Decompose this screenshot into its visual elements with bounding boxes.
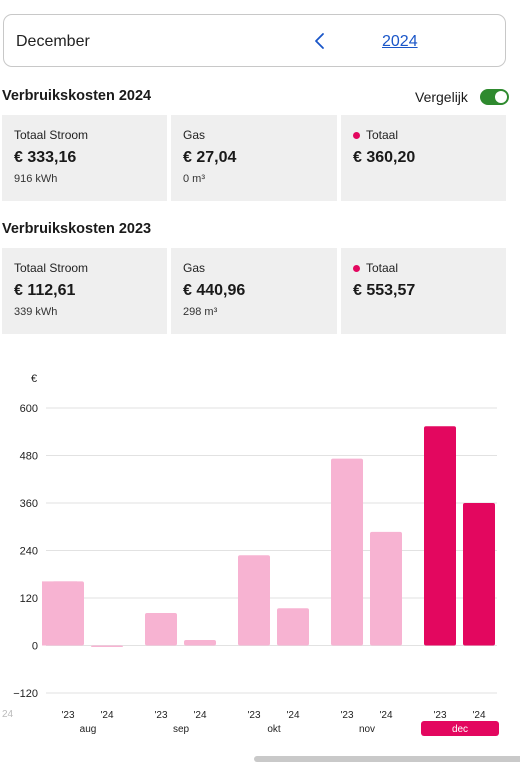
- month-label-aug: aug: [80, 724, 97, 735]
- tile-value: € 360,20: [353, 149, 416, 166]
- y-tick-label: −120: [13, 688, 38, 700]
- bar-2024-okt: [277, 608, 309, 646]
- tile-label: Totaal: [366, 128, 399, 142]
- period-year-link[interactable]: 2024: [382, 33, 418, 50]
- previous-costs-title: Verbruikskosten 2023: [2, 221, 152, 237]
- y-tick-label: 480: [20, 451, 38, 463]
- month-label-nov: nov: [359, 724, 375, 735]
- y-tick-label: 120: [20, 593, 38, 605]
- y-tick-label: 360: [20, 498, 38, 510]
- x-tick-label-23: '23: [247, 710, 260, 721]
- current-costs-title: Verbruikskosten 2024: [2, 88, 152, 104]
- x-tick-label-24: '24: [472, 710, 485, 721]
- bar-2023-sep: [145, 613, 177, 646]
- tile-previous-gas: Gas € 440,96 298 m³: [171, 248, 337, 334]
- total-dot-icon: [353, 131, 360, 139]
- x-tick-label-23: '23: [61, 710, 74, 721]
- x-tick-label-24: '24: [193, 710, 206, 721]
- chart-scrollbar: [30, 752, 520, 766]
- tile-label: Gas: [183, 128, 206, 142]
- month-label-sep: sep: [173, 724, 190, 735]
- x-tick-label-23: '23: [154, 710, 167, 721]
- tile-previous-electricity: Totaal Stroom € 112,61 339 kWh: [2, 248, 167, 334]
- tile-sub: 339 kWh: [14, 306, 58, 318]
- bar-2024-aug: [91, 645, 123, 647]
- bar-2023-nov: [331, 458, 363, 646]
- bar-2023-okt: [238, 555, 270, 646]
- tile-value: € 553,57: [353, 282, 416, 299]
- tile-sub: 0 m³: [183, 173, 205, 185]
- bar-2024-dec: [463, 503, 495, 646]
- y-tick-label: 240: [20, 546, 38, 558]
- period-selector: December 2024: [3, 14, 506, 67]
- tile-value: € 27,04: [183, 149, 237, 166]
- x-tick-label-23: '23: [433, 710, 446, 721]
- total-dot-icon: [353, 264, 360, 272]
- tile-value: € 112,61: [14, 282, 76, 299]
- bar-2023-dec: [424, 426, 456, 646]
- tile-current-total: Totaal € 360,20: [341, 115, 506, 201]
- x-tick-label-24: '24: [100, 710, 113, 721]
- tile-value: € 440,96: [183, 282, 246, 299]
- monthly-costs-chart: €−120012024036048060024'23'24aug'23'24se…: [2, 373, 499, 736]
- tile-label: Totaal: [366, 261, 399, 275]
- tile-label: Gas: [183, 261, 206, 275]
- tile-current-gas: Gas € 27,04 0 m³: [171, 115, 337, 201]
- y-tick-label: 0: [32, 641, 38, 653]
- bar-2024-sep: [184, 639, 216, 646]
- x-tick-label-partial: 24: [2, 709, 14, 720]
- y-axis-label: €: [31, 373, 37, 385]
- y-tick-label: 600: [20, 403, 38, 415]
- bar-2024-nov: [370, 531, 402, 646]
- tile-label: Totaal Stroom: [14, 128, 89, 142]
- month-label-okt: okt: [267, 724, 281, 735]
- tile-label: Totaal Stroom: [14, 261, 89, 275]
- previous-cost-tiles: Totaal Stroom € 112,61 339 kWh Gas € 440…: [2, 248, 506, 334]
- tile-sub: 916 kWh: [14, 173, 58, 185]
- compare-label: Vergelijk: [415, 89, 468, 105]
- x-tick-label-24: '24: [379, 710, 392, 721]
- bar-2023-aug: [52, 581, 84, 646]
- tile-current-electricity: Totaal Stroom € 333,16 916 kWh: [2, 115, 167, 201]
- chart-scrollbar-thumb[interactable]: [254, 756, 520, 762]
- toggle-knob: [495, 91, 507, 103]
- current-cost-tiles: Totaal Stroom € 333,16 916 kWh Gas € 27,…: [2, 115, 506, 201]
- tile-value: € 333,16: [14, 149, 77, 166]
- selected-month-pill: [421, 721, 499, 736]
- tile-sub: 298 m³: [183, 306, 218, 318]
- period-month[interactable]: December: [16, 33, 90, 50]
- x-tick-label-24: '24: [286, 710, 299, 721]
- chevron-left-icon[interactable]: [310, 28, 330, 54]
- tile-previous-total: Totaal € 553,57: [341, 248, 506, 334]
- month-label-dec: dec: [452, 724, 468, 735]
- x-tick-label-23: '23: [340, 710, 353, 721]
- compare-toggle[interactable]: [480, 89, 509, 105]
